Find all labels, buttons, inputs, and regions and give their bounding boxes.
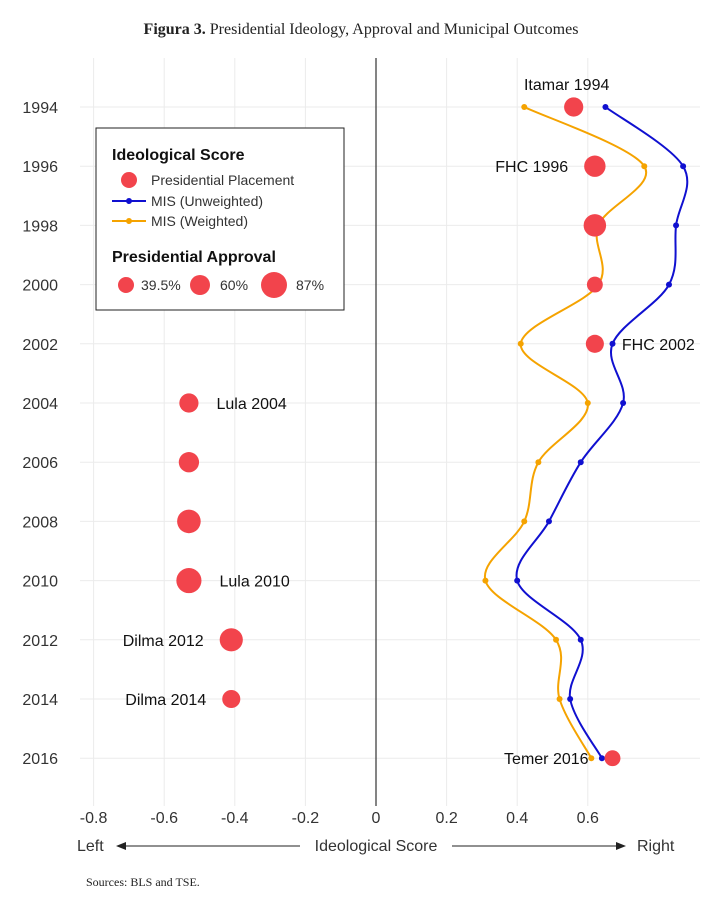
legend-box [95,127,345,311]
x-tick-label: 0.2 [435,810,457,827]
series-point-weighted [482,577,489,584]
president-point [176,568,202,594]
series-point-weighted [535,459,542,466]
x-tick-labels: -0.8 -0.6 -0.4 -0.2 0 0.2 0.4 0.6 [80,810,599,827]
series-point-unweighted [514,577,521,584]
series-point-unweighted [577,636,584,643]
president-point [178,452,200,473]
series-point-unweighted [620,400,627,406]
legend-unweighted-dot [126,198,132,204]
president-point [604,750,621,767]
series-point-unweighted [673,222,680,229]
president-label: Temer 2016 [504,751,589,768]
right-arrow-head [616,842,626,850]
x-tick-label: -0.2 [292,810,320,827]
president-label: Lula 2004 [217,396,287,413]
legend-weighted-label: MIS (Weighted) [151,213,248,229]
left-arrow-head [116,842,126,850]
y-tick-label: 2016 [22,751,58,768]
series-point-weighted [584,400,591,406]
president-label: Itamar 1994 [524,77,609,94]
series-point-unweighted [665,281,672,288]
president-points [176,97,621,767]
y-tick-label: 2006 [22,455,58,472]
legend: Ideological Score Presidential Placement… [95,127,345,311]
legend-weighted-dot [126,218,132,224]
series-point-unweighted [602,104,609,110]
series-point-weighted [553,636,560,643]
series-point-unweighted [545,518,552,525]
y-tick-label: 2000 [22,278,58,295]
x-tick-label: 0.6 [577,810,599,827]
legend-approval-large-label: 87% [296,277,324,293]
y-tick-label: 1996 [22,159,58,176]
y-tick-labels: 1994 1996 1998 2000 2002 2004 2006 2008 2010 2012… [22,100,58,768]
x-tick-label: -0.6 [150,810,178,827]
series-point-unweighted [680,163,687,170]
x-tick-label: 0 [372,810,381,827]
y-tick-label: 2010 [22,574,58,591]
president-point [564,97,584,117]
president-label: FHC 2002 [622,337,695,354]
x-tick-label: -0.4 [221,810,249,827]
legend-approval-mid-label: 60% [220,277,248,293]
president-point [585,334,604,353]
president-point [219,628,243,652]
legend-approval-title: Presidential Approval [112,249,276,266]
president-point [177,509,201,534]
series-line-unweighted [515,106,689,759]
series-point-unweighted [609,340,616,347]
x-tick-label: 0.4 [506,810,528,827]
president-point [583,214,607,237]
series-lines [483,106,689,759]
president-point [584,155,606,177]
president-label: Lula 2010 [219,574,289,591]
legend-ideology-title: Ideological Score [112,147,245,164]
series-point-weighted [588,755,595,762]
legend-approval-small [118,277,134,293]
president-point [179,393,199,413]
legend-placement-label: Presidential Placement [151,172,294,188]
president-labels: Itamar 1994 FHC 1996 FHC 2002 Lula 2004 Lula… [123,77,695,768]
series-point-unweighted [567,696,574,702]
y-tick-label: 1994 [22,100,58,117]
legend-approval-large [261,272,287,298]
x-axis-title: Ideological Score [315,838,438,855]
series-line-weighted [483,106,648,759]
series-point-unweighted [577,459,584,466]
series-points [482,104,687,762]
chart-title: Figura 3. Presidential Ideology, Approva… [144,21,579,38]
y-tick-label: 2014 [22,692,58,709]
series-point-weighted [521,518,528,525]
legend-placement-marker [121,172,137,188]
y-tick-label: 1998 [22,218,58,235]
series-point-weighted [556,696,563,702]
president-label: FHC 1996 [495,159,568,176]
legend-unweighted-label: MIS (Unweighted) [151,193,263,209]
series-point-weighted [517,340,524,347]
president-label: Dilma 2012 [123,633,204,650]
y-tick-label: 2012 [22,633,58,650]
legend-approval-small-label: 39.5% [141,277,181,293]
x-right-label: Right [637,838,675,855]
series-point-weighted [641,163,648,170]
y-tick-label: 2002 [22,337,58,354]
y-tick-label: 2008 [22,514,58,531]
x-tick-label: -0.8 [80,810,108,827]
source-note: Sources: BLS and TSE. [86,875,200,889]
president-label: Dilma 2014 [125,692,206,709]
y-tick-label: 2004 [22,396,58,413]
series-point-unweighted [598,755,605,762]
president-point [586,276,603,293]
legend-approval-mid [190,275,210,295]
x-left-label: Left [77,838,104,855]
president-point [222,689,241,709]
series-point-weighted [521,104,528,110]
